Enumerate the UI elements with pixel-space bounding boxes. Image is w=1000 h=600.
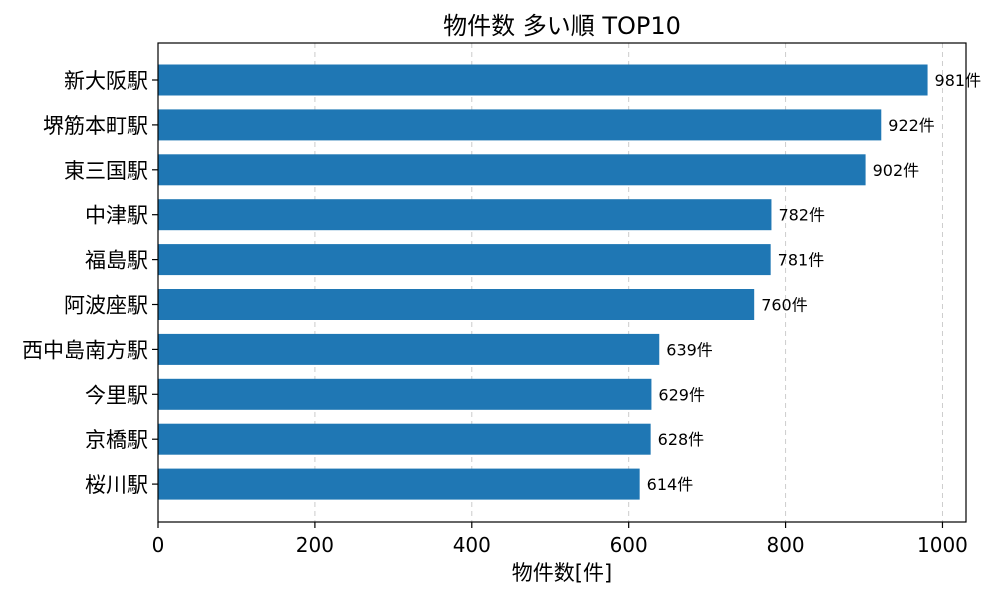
x-tick-label: 200 — [296, 533, 334, 557]
category-label: 阿波座駅 — [64, 294, 148, 318]
bar — [158, 333, 660, 365]
bar — [158, 64, 928, 96]
bar-value-label: 760件 — [761, 296, 808, 315]
bar-value-label: 614件 — [647, 475, 694, 494]
chart-title: 物件数 多い順 TOP10 — [443, 12, 681, 40]
category-label: 福島駅 — [85, 249, 148, 273]
bar — [158, 378, 652, 410]
x-tick-label: 600 — [610, 533, 648, 557]
bar-value-label: 922件 — [888, 116, 935, 135]
x-axis-label: 物件数[件] — [512, 561, 612, 585]
bar-value-label: 902件 — [873, 161, 920, 180]
category-label: 東三国駅 — [64, 159, 148, 183]
bar — [158, 468, 640, 500]
bar-value-label: 639件 — [666, 340, 713, 359]
plot-frame — [157, 42, 967, 523]
category-label: 京橋駅 — [85, 428, 148, 452]
x-tick-label: 400 — [453, 533, 491, 557]
x-tick-label: 800 — [766, 533, 804, 557]
bar — [158, 289, 755, 320]
x-axis-ticks: 0 200 400 600 800 1000 — [152, 522, 968, 557]
category-label: 今里駅 — [85, 383, 148, 407]
bar-value-label: 782件 — [778, 206, 825, 225]
bar — [158, 154, 866, 186]
bar-data-labels: 981件 922件 902件 782件 781件 760件 639件 629件 628件 614件 — [647, 71, 981, 494]
category-label: 新大阪駅 — [64, 69, 148, 93]
bar-value-label: 628件 — [658, 430, 705, 449]
x-tick-label: 1000 — [917, 533, 968, 557]
bar — [158, 244, 771, 276]
x-tick-label: 0 — [152, 533, 165, 557]
bar-value-label: 629件 — [658, 385, 705, 404]
bar — [158, 199, 772, 231]
category-label: 中津駅 — [85, 204, 148, 228]
category-label: 桜川駅 — [85, 473, 148, 497]
bar — [158, 423, 651, 455]
bars — [158, 64, 928, 500]
bar — [158, 109, 882, 141]
category-label: 堺筋本町駅 — [43, 114, 148, 138]
category-label: 西中島南方駅 — [22, 338, 148, 362]
bar-value-label: 981件 — [935, 71, 982, 90]
bar-value-label: 781件 — [778, 251, 825, 270]
